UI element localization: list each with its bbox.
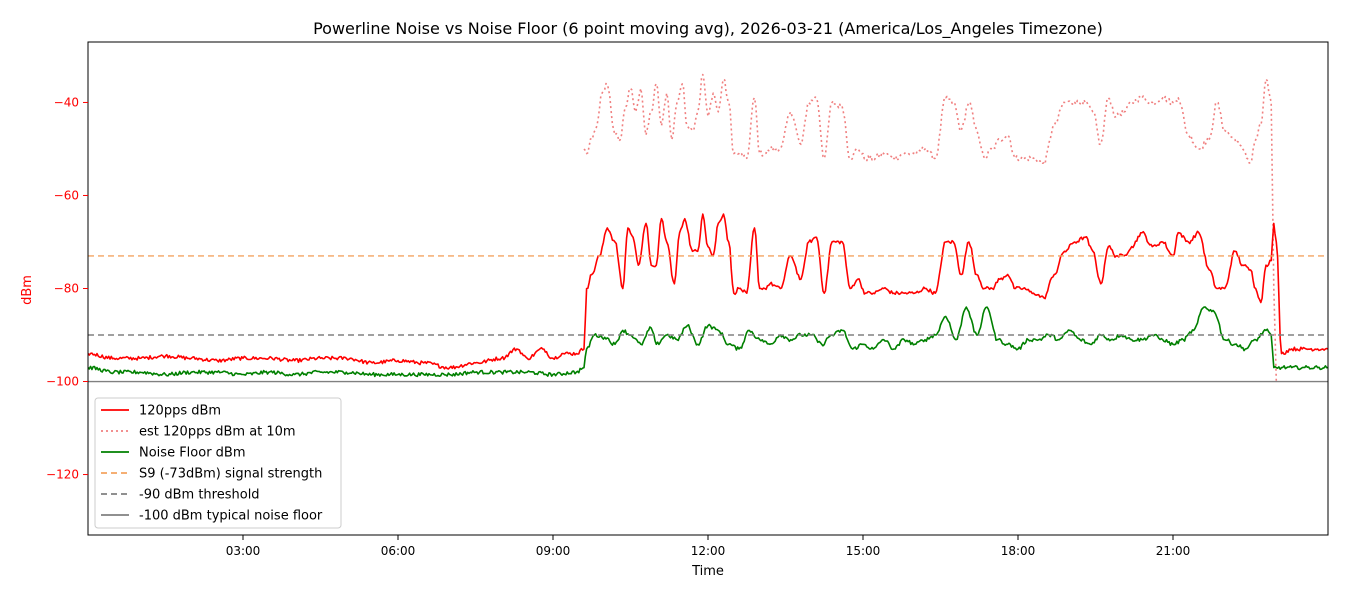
x-tick-label-0: 03:00 xyxy=(226,544,261,558)
y-tick-label-3: −100 xyxy=(46,375,79,389)
legend-label-3: S9 (-73dBm) signal strength xyxy=(139,467,322,482)
legend: 120pps dBm est 120pps dBm at 10m Noise Flo… xyxy=(94,397,342,529)
legend-label-2: Noise Floor dBm xyxy=(139,446,246,461)
plot-area xyxy=(88,73,1328,383)
x-tick-label-5: 18:00 xyxy=(1001,544,1036,558)
x-tick-label-2: 09:00 xyxy=(536,544,571,558)
x-tick-label-6: 21:00 xyxy=(1156,544,1191,558)
x-axis-label: Time xyxy=(691,564,724,579)
x-axis-ticks: 03:00 06:00 09:00 12:00 15:00 18:00 21:00 xyxy=(226,535,1191,558)
y-tick-label-1: −60 xyxy=(54,188,79,202)
series-line-0 xyxy=(88,213,1328,370)
reference-lines xyxy=(88,255,1328,383)
legend-box xyxy=(94,397,342,529)
x-tick-label-1: 06:00 xyxy=(381,544,416,558)
legend-label-4: -90 dBm threshold xyxy=(139,488,260,503)
legend-label-1: est 120pps dBm at 10m xyxy=(139,425,296,440)
legend-label-5: -100 dBm typical noise floor xyxy=(139,509,323,524)
y-tick-label-4: −120 xyxy=(46,468,79,482)
x-tick-label-4: 15:00 xyxy=(846,544,881,558)
y-axis-ticks: −40 −60 −80 −100 −120 xyxy=(46,95,88,482)
y-tick-label-0: −40 xyxy=(54,95,79,109)
y-tick-label-2: −80 xyxy=(54,282,79,296)
chart-title: Powerline Noise vs Noise Floor (6 point … xyxy=(313,19,1103,39)
y-axis-label: dBm xyxy=(20,275,35,305)
x-tick-label-3: 12:00 xyxy=(691,544,726,558)
legend-label-0: 120pps dBm xyxy=(139,404,221,419)
